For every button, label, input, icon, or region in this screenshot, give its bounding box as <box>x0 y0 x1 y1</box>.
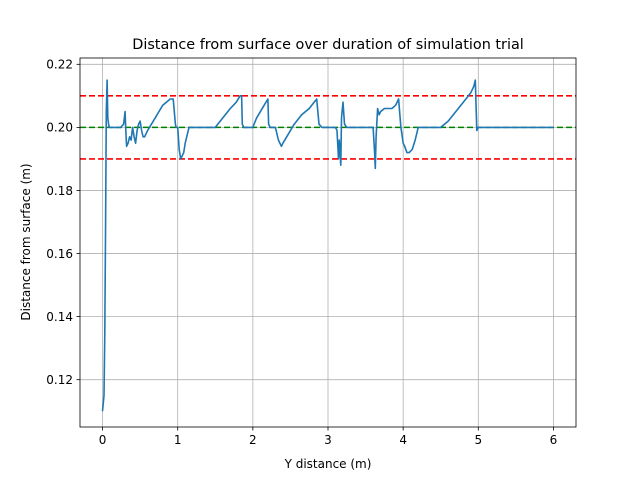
x-axis: 0 1 2 3 4 5 6 <box>99 427 558 447</box>
y-tick-label: 0.14 <box>46 310 73 324</box>
plot-area <box>101 79 554 412</box>
y-tick-label: 0.22 <box>46 58 73 72</box>
chart-title: Distance from surface over duration of s… <box>132 37 524 53</box>
y-tick-label: 0.16 <box>46 247 73 261</box>
y-tick-label: 0.20 <box>46 121 73 135</box>
x-tick-label: 5 <box>474 433 482 447</box>
x-tick-label: 4 <box>399 433 407 447</box>
series-line <box>101 79 554 412</box>
x-tick-label: 6 <box>550 433 558 447</box>
y-axis-label: Distance from surface (m) <box>19 163 33 320</box>
x-tick-label: 3 <box>324 433 332 447</box>
y-axis: 0.12 0.14 0.16 0.18 0.20 0.22 <box>46 58 80 387</box>
x-tick-label: 2 <box>249 433 257 447</box>
x-tick-label: 1 <box>174 433 182 447</box>
x-axis-label: Y distance (m) <box>284 457 372 471</box>
y-tick-label: 0.12 <box>46 373 73 387</box>
y-tick-label: 0.18 <box>46 184 73 198</box>
x-tick-label: 0 <box>99 433 107 447</box>
